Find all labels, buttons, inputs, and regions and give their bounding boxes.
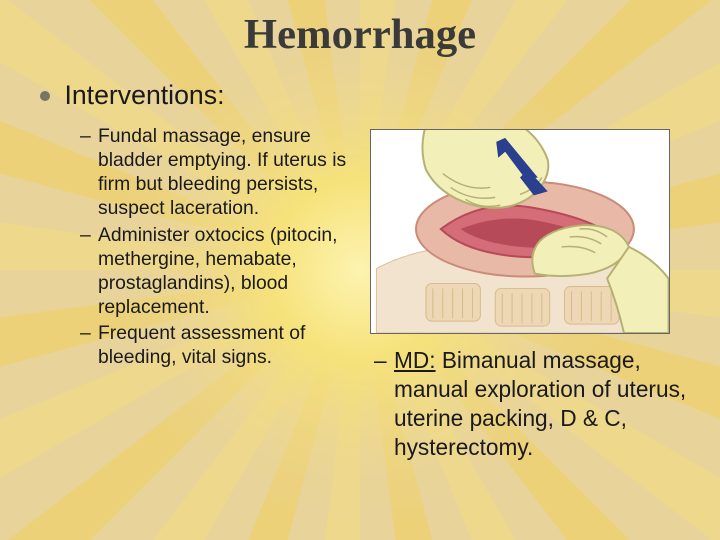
anatomy-svg (371, 130, 669, 333)
heading-text: Interventions: (64, 80, 224, 110)
dash-icon: – (374, 346, 387, 375)
sub-bullet: Frequent assessment of bleeding, vital s… (80, 322, 350, 370)
slide-title: Hemorrhage (0, 10, 720, 59)
right-bullet: – MD: Bimanual massage, manual explorati… (370, 346, 695, 462)
medical-illustration (370, 129, 670, 334)
left-column: Fundal massage, ensure bladder emptying.… (40, 125, 350, 462)
right-column: – MD: Bimanual massage, manual explorati… (370, 125, 695, 462)
md-body: Bimanual massage, manual exploration of … (394, 347, 686, 460)
content-area: Interventions: Fundal massage, ensure bl… (40, 80, 695, 520)
sub-bullet: Fundal massage, ensure bladder emptying.… (80, 125, 350, 222)
heading-row: Interventions: (40, 80, 695, 111)
sub-bullet: Administer oxtocics (pitocin, methergine… (80, 224, 350, 321)
slide: Hemorrhage Interventions: Fundal massage… (0, 0, 720, 540)
columns: Fundal massage, ensure bladder emptying.… (40, 125, 695, 462)
md-label: MD: (394, 347, 436, 373)
bullet-icon (40, 91, 50, 101)
